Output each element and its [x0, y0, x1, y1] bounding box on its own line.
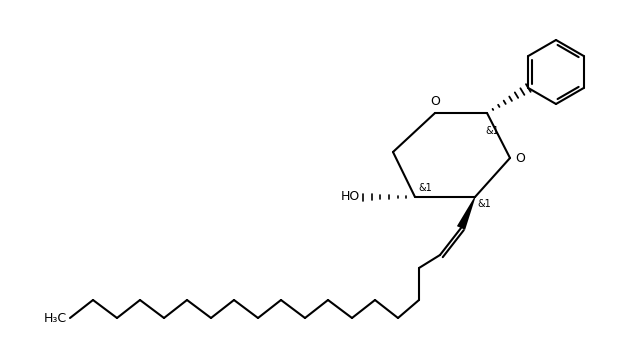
Text: &1: &1	[485, 126, 499, 136]
Text: &1: &1	[477, 199, 491, 209]
Text: &1: &1	[418, 183, 432, 193]
Text: O: O	[515, 152, 525, 164]
Text: HO: HO	[340, 190, 360, 203]
Text: O: O	[430, 95, 440, 108]
Text: H₃C: H₃C	[44, 312, 67, 324]
Polygon shape	[457, 197, 476, 230]
